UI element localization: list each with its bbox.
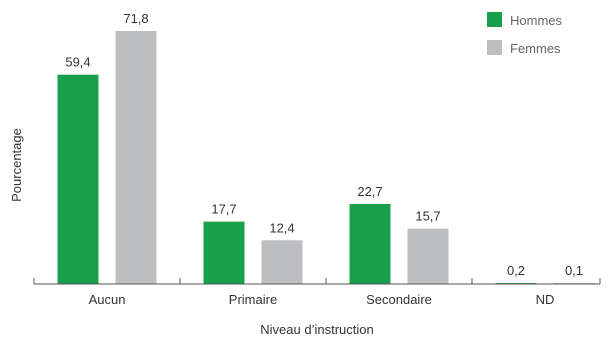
legend-label-femmes: Femmes <box>510 41 561 56</box>
x-axis-title: Niveau d’instruction <box>260 322 373 337</box>
x-tick-label-nd: ND <box>536 292 555 307</box>
legend-label-hommes: Hommes <box>510 13 563 28</box>
legend-swatch-femmes <box>487 40 502 55</box>
bar-primaire-hommes <box>203 221 245 284</box>
value-label-secondaire-hommes: 22,7 <box>357 184 382 199</box>
x-tick-label-primaire: Primaire <box>229 292 277 307</box>
x-ticks-layer: Aucun Primaire Secondaire ND <box>33 278 601 307</box>
bar-secondaire-hommes <box>349 204 391 284</box>
value-label-aucun-femmes: 71,8 <box>123 11 148 26</box>
value-label-nd-hommes: 0,2 <box>507 263 525 278</box>
value-label-primaire-hommes: 17,7 <box>211 202 236 217</box>
value-labels-layer: 59,4 71,8 17,7 12,4 22,7 15,7 0,2 0,1 <box>65 11 583 278</box>
bar-aucun-femmes <box>115 31 157 284</box>
value-label-secondaire-femmes: 15,7 <box>415 209 440 224</box>
value-label-primaire-femmes: 12,4 <box>269 220 294 235</box>
value-label-aucun-hommes: 59,4 <box>65 55 90 70</box>
bars-layer <box>57 31 595 284</box>
bar-primaire-femmes <box>261 240 303 284</box>
y-axis-title: Pourcentage <box>9 128 24 202</box>
legend: Hommes Femmes <box>487 12 563 56</box>
value-label-nd-femmes: 0,1 <box>565 263 583 278</box>
bar-aucun-hommes <box>57 74 99 284</box>
bar-secondaire-femmes <box>407 228 449 284</box>
legend-swatch-hommes <box>487 12 502 27</box>
x-tick-label-aucun: Aucun <box>89 292 126 307</box>
x-tick-label-secondaire: Secondaire <box>366 292 432 307</box>
